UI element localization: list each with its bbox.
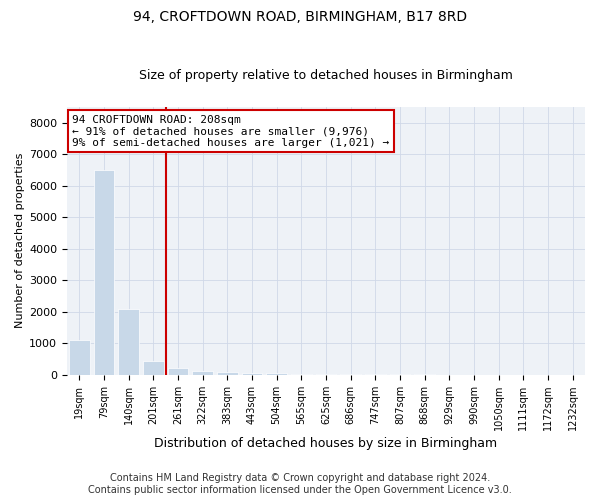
Bar xyxy=(192,370,213,375)
Bar xyxy=(118,308,139,375)
Bar xyxy=(365,374,386,375)
Text: 94, CROFTDOWN ROAD, BIRMINGHAM, B17 8RD: 94, CROFTDOWN ROAD, BIRMINGHAM, B17 8RD xyxy=(133,10,467,24)
Bar xyxy=(94,170,115,375)
Bar xyxy=(217,372,238,375)
Text: 94 CROFTDOWN ROAD: 208sqm
← 91% of detached houses are smaller (9,976)
9% of sem: 94 CROFTDOWN ROAD: 208sqm ← 91% of detac… xyxy=(72,115,389,148)
Text: Contains HM Land Registry data © Crown copyright and database right 2024.
Contai: Contains HM Land Registry data © Crown c… xyxy=(88,474,512,495)
Bar xyxy=(340,374,361,375)
Bar xyxy=(242,373,262,375)
Bar xyxy=(143,362,164,375)
Bar xyxy=(69,340,90,375)
Title: Size of property relative to detached houses in Birmingham: Size of property relative to detached ho… xyxy=(139,69,513,82)
Y-axis label: Number of detached properties: Number of detached properties xyxy=(15,153,25,328)
Bar xyxy=(316,374,337,375)
X-axis label: Distribution of detached houses by size in Birmingham: Distribution of detached houses by size … xyxy=(154,437,497,450)
Bar xyxy=(167,368,188,375)
Bar xyxy=(291,374,312,375)
Bar xyxy=(266,374,287,375)
